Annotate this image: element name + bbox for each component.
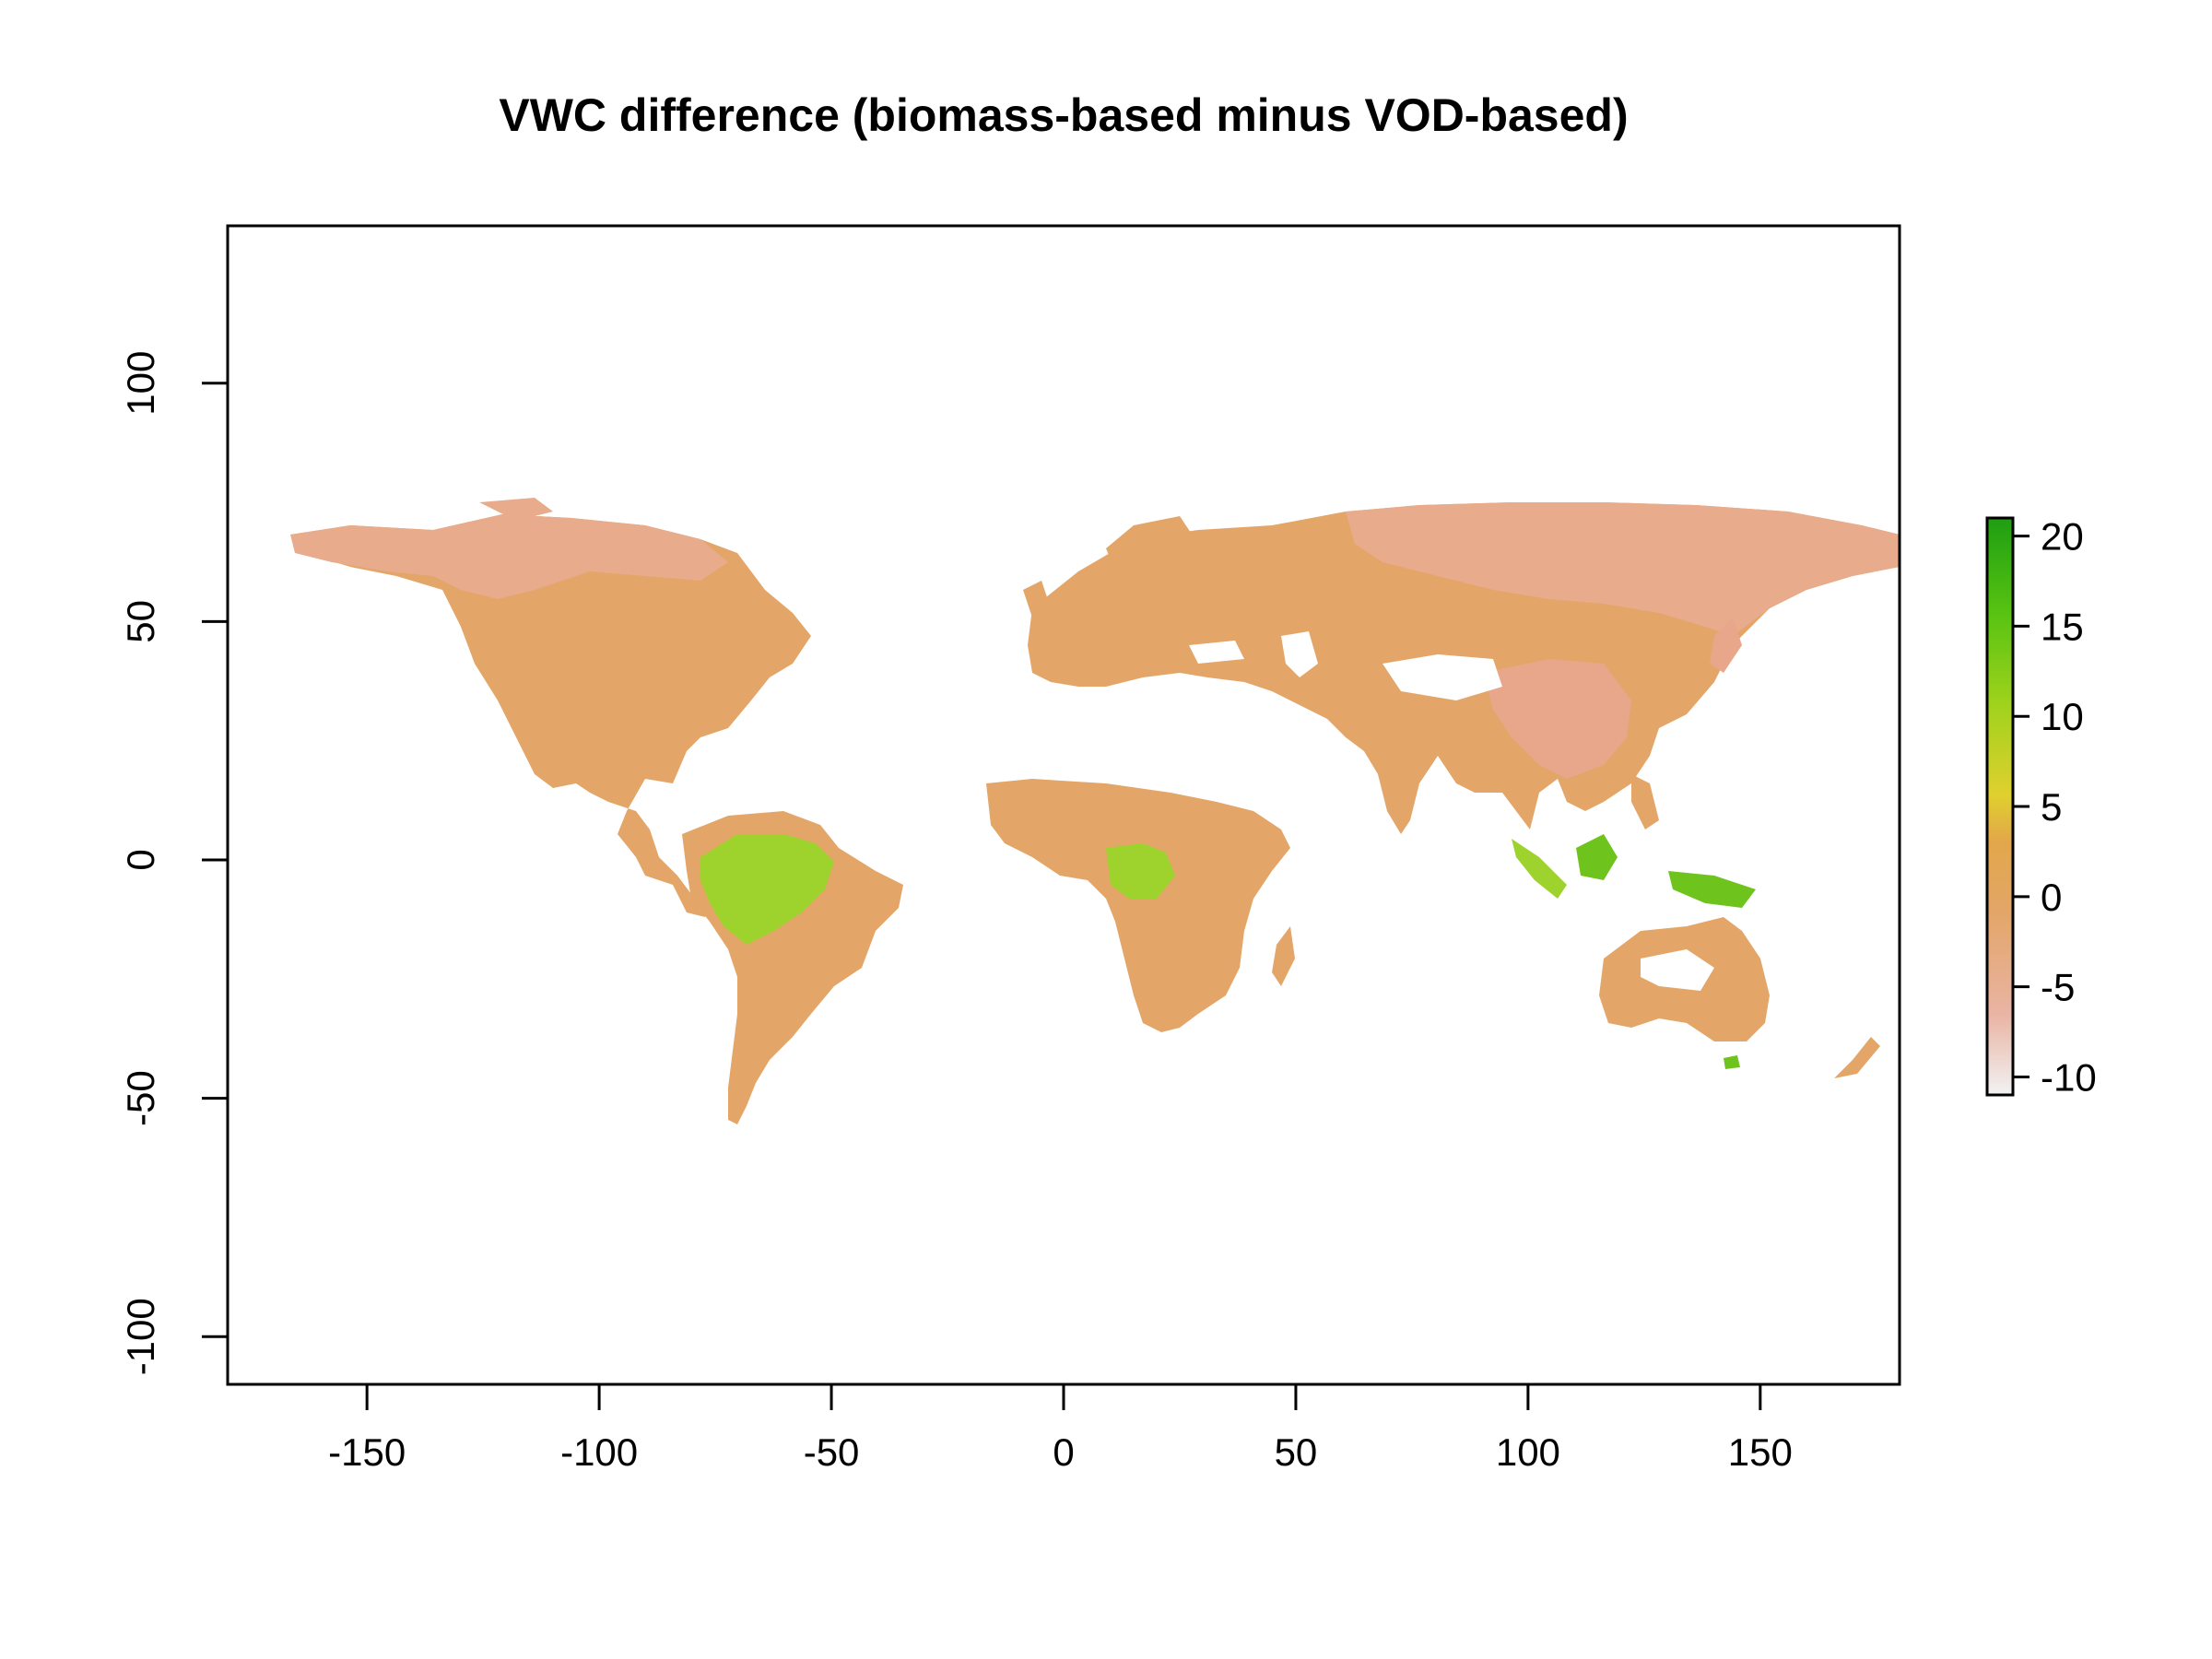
land-raster <box>290 498 1900 1124</box>
x-tick-label: 50 <box>1275 1430 1318 1474</box>
new-guinea <box>1668 871 1756 908</box>
legend-tick-label: 5 <box>2041 785 2062 829</box>
japan-land <box>1710 618 1742 673</box>
caspian-gap <box>1281 631 1318 677</box>
x-tick-label: 150 <box>1728 1430 1793 1474</box>
legend-ticks: 20 15 10 5 0 -5 -10 <box>2013 515 2097 1099</box>
y-tick-label: 50 <box>119 600 162 643</box>
uk-land <box>1023 581 1051 618</box>
scandinavia-land <box>1106 516 1198 576</box>
plot-axes: -150 -100 -50 0 50 100 150 -100 -50 0 50 100 <box>119 224 1901 1474</box>
y-axis-ticks: -100 -50 0 50 100 <box>119 351 228 1375</box>
indonesia-islands <box>1512 839 1567 899</box>
x-axis-ticks: -150 -100 -50 0 50 100 150 <box>328 1384 1793 1474</box>
australia-interior-gap <box>1641 949 1714 991</box>
y-tick-label: -100 <box>119 1298 162 1375</box>
north-america-boreal <box>290 514 728 599</box>
africa-land <box>986 779 1290 1032</box>
siberia-boreal <box>1346 502 1900 636</box>
x-tick-label: 0 <box>1053 1430 1074 1474</box>
legend-tick-label: 0 <box>2041 876 2062 919</box>
y-tick-label: -50 <box>119 1070 162 1126</box>
amazon-forest <box>700 834 834 945</box>
legend-tick-label: 10 <box>2041 695 2084 738</box>
x-tick-label: -150 <box>328 1430 406 1474</box>
congo-forest <box>1106 843 1175 899</box>
china-se-asia <box>1484 659 1631 779</box>
legend-tick-label: 15 <box>2041 605 2084 648</box>
legend-color-bar <box>1985 516 2015 1097</box>
black-sea-gap <box>1189 641 1244 664</box>
color-legend: 20 15 10 5 0 -5 -10 <box>1985 515 2097 1099</box>
north-america-land <box>290 514 811 917</box>
y-tick-label: 100 <box>119 351 162 416</box>
borneo <box>1576 834 1618 880</box>
x-tick-label: 100 <box>1496 1430 1560 1474</box>
tasmania <box>1724 1055 1740 1069</box>
greenland-fragment <box>479 498 553 521</box>
legend-tick-label: -5 <box>2041 966 2075 1009</box>
legend-tick-label: -10 <box>2041 1055 2097 1099</box>
philippines <box>1631 774 1659 830</box>
madagascar-land <box>1272 926 1295 986</box>
x-tick-label: -100 <box>560 1430 638 1474</box>
chart-title: VWC difference (biomass-based minus VOD-… <box>499 89 1628 141</box>
y-tick-label: 0 <box>119 849 162 870</box>
legend-tick-label: 20 <box>2041 515 2084 559</box>
mongolia-desert-gap <box>1382 654 1502 700</box>
x-tick-label: -50 <box>804 1430 860 1474</box>
new-zealand <box>1834 1037 1880 1078</box>
